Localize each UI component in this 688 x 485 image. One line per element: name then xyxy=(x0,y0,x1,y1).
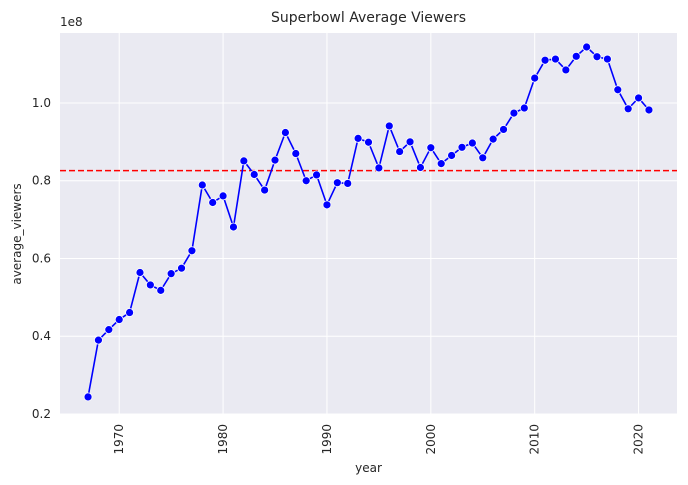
x-tick-label: 1970 xyxy=(112,424,126,455)
chart-title: Superbowl Average Viewers xyxy=(271,10,466,26)
x-axis-ticks: 1970 1980 1990 2000 2010 2020 xyxy=(112,424,645,455)
data-point xyxy=(332,178,342,188)
data-point xyxy=(104,325,114,335)
x-tick-label: 2010 xyxy=(528,424,542,455)
data-point xyxy=(83,392,93,402)
data-point xyxy=(395,147,405,156)
data-point xyxy=(364,137,373,147)
x-axis-label: year xyxy=(355,461,382,475)
y-axis-ticks: 0.2 0.4 0.6 0.8 1.0 xyxy=(32,96,51,421)
data-point xyxy=(239,156,249,166)
data-point xyxy=(249,170,259,179)
data-point xyxy=(353,133,363,143)
data-point xyxy=(94,335,103,345)
data-point xyxy=(540,55,550,65)
y-tick-label: 0.2 xyxy=(32,407,51,421)
data-point xyxy=(197,180,207,190)
y-tick-label: 0.6 xyxy=(32,251,51,265)
data-point xyxy=(291,149,301,158)
data-point xyxy=(551,54,560,64)
data-point xyxy=(447,151,456,160)
data-point xyxy=(426,143,436,153)
data-point xyxy=(499,125,508,134)
data-point xyxy=(623,104,633,114)
data-point xyxy=(208,198,218,207)
data-point xyxy=(343,179,353,188)
data-point xyxy=(301,176,311,186)
data-point xyxy=(644,105,654,115)
data-point xyxy=(322,200,332,210)
data-point xyxy=(582,42,592,52)
data-point xyxy=(603,54,612,64)
data-point xyxy=(467,138,477,148)
data-point xyxy=(571,51,581,61)
data-point xyxy=(519,103,529,113)
plot-background xyxy=(60,33,677,414)
data-point xyxy=(218,191,228,201)
data-point xyxy=(374,163,384,173)
data-point xyxy=(530,73,540,83)
y-tick-label: 0.8 xyxy=(32,174,51,188)
data-point xyxy=(436,159,446,169)
data-point xyxy=(187,246,197,256)
data-point xyxy=(145,280,155,290)
data-point xyxy=(509,108,519,118)
data-point xyxy=(312,170,321,180)
series-viewers xyxy=(83,42,654,402)
y-offset-label: 1e8 xyxy=(60,15,83,29)
data-point xyxy=(125,308,134,317)
plot-area xyxy=(60,33,677,414)
data-point xyxy=(405,137,415,147)
data-point xyxy=(114,315,124,324)
data-point xyxy=(270,155,280,165)
data-point xyxy=(229,222,238,232)
y-tick-label: 1.0 xyxy=(32,96,51,110)
y-tick-label: 0.4 xyxy=(32,329,51,343)
data-point xyxy=(634,93,643,103)
x-tick-label: 2020 xyxy=(632,424,646,455)
data-point xyxy=(166,269,176,279)
data-point xyxy=(478,153,488,163)
data-point xyxy=(135,268,145,277)
data-point xyxy=(561,65,571,75)
data-point xyxy=(613,85,623,95)
x-tick-label: 1980 xyxy=(216,424,230,455)
data-point xyxy=(177,263,186,273)
data-point xyxy=(156,285,166,295)
data-point xyxy=(592,52,602,62)
data-point xyxy=(416,163,425,172)
data-point xyxy=(260,185,270,195)
data-point xyxy=(457,142,467,152)
y-axis-label: average_viewers xyxy=(10,183,24,284)
data-point xyxy=(488,134,498,144)
x-tick-label: 1990 xyxy=(320,424,334,455)
x-tick-label: 2000 xyxy=(424,424,438,455)
data-point xyxy=(281,128,290,137)
data-point xyxy=(384,121,394,131)
